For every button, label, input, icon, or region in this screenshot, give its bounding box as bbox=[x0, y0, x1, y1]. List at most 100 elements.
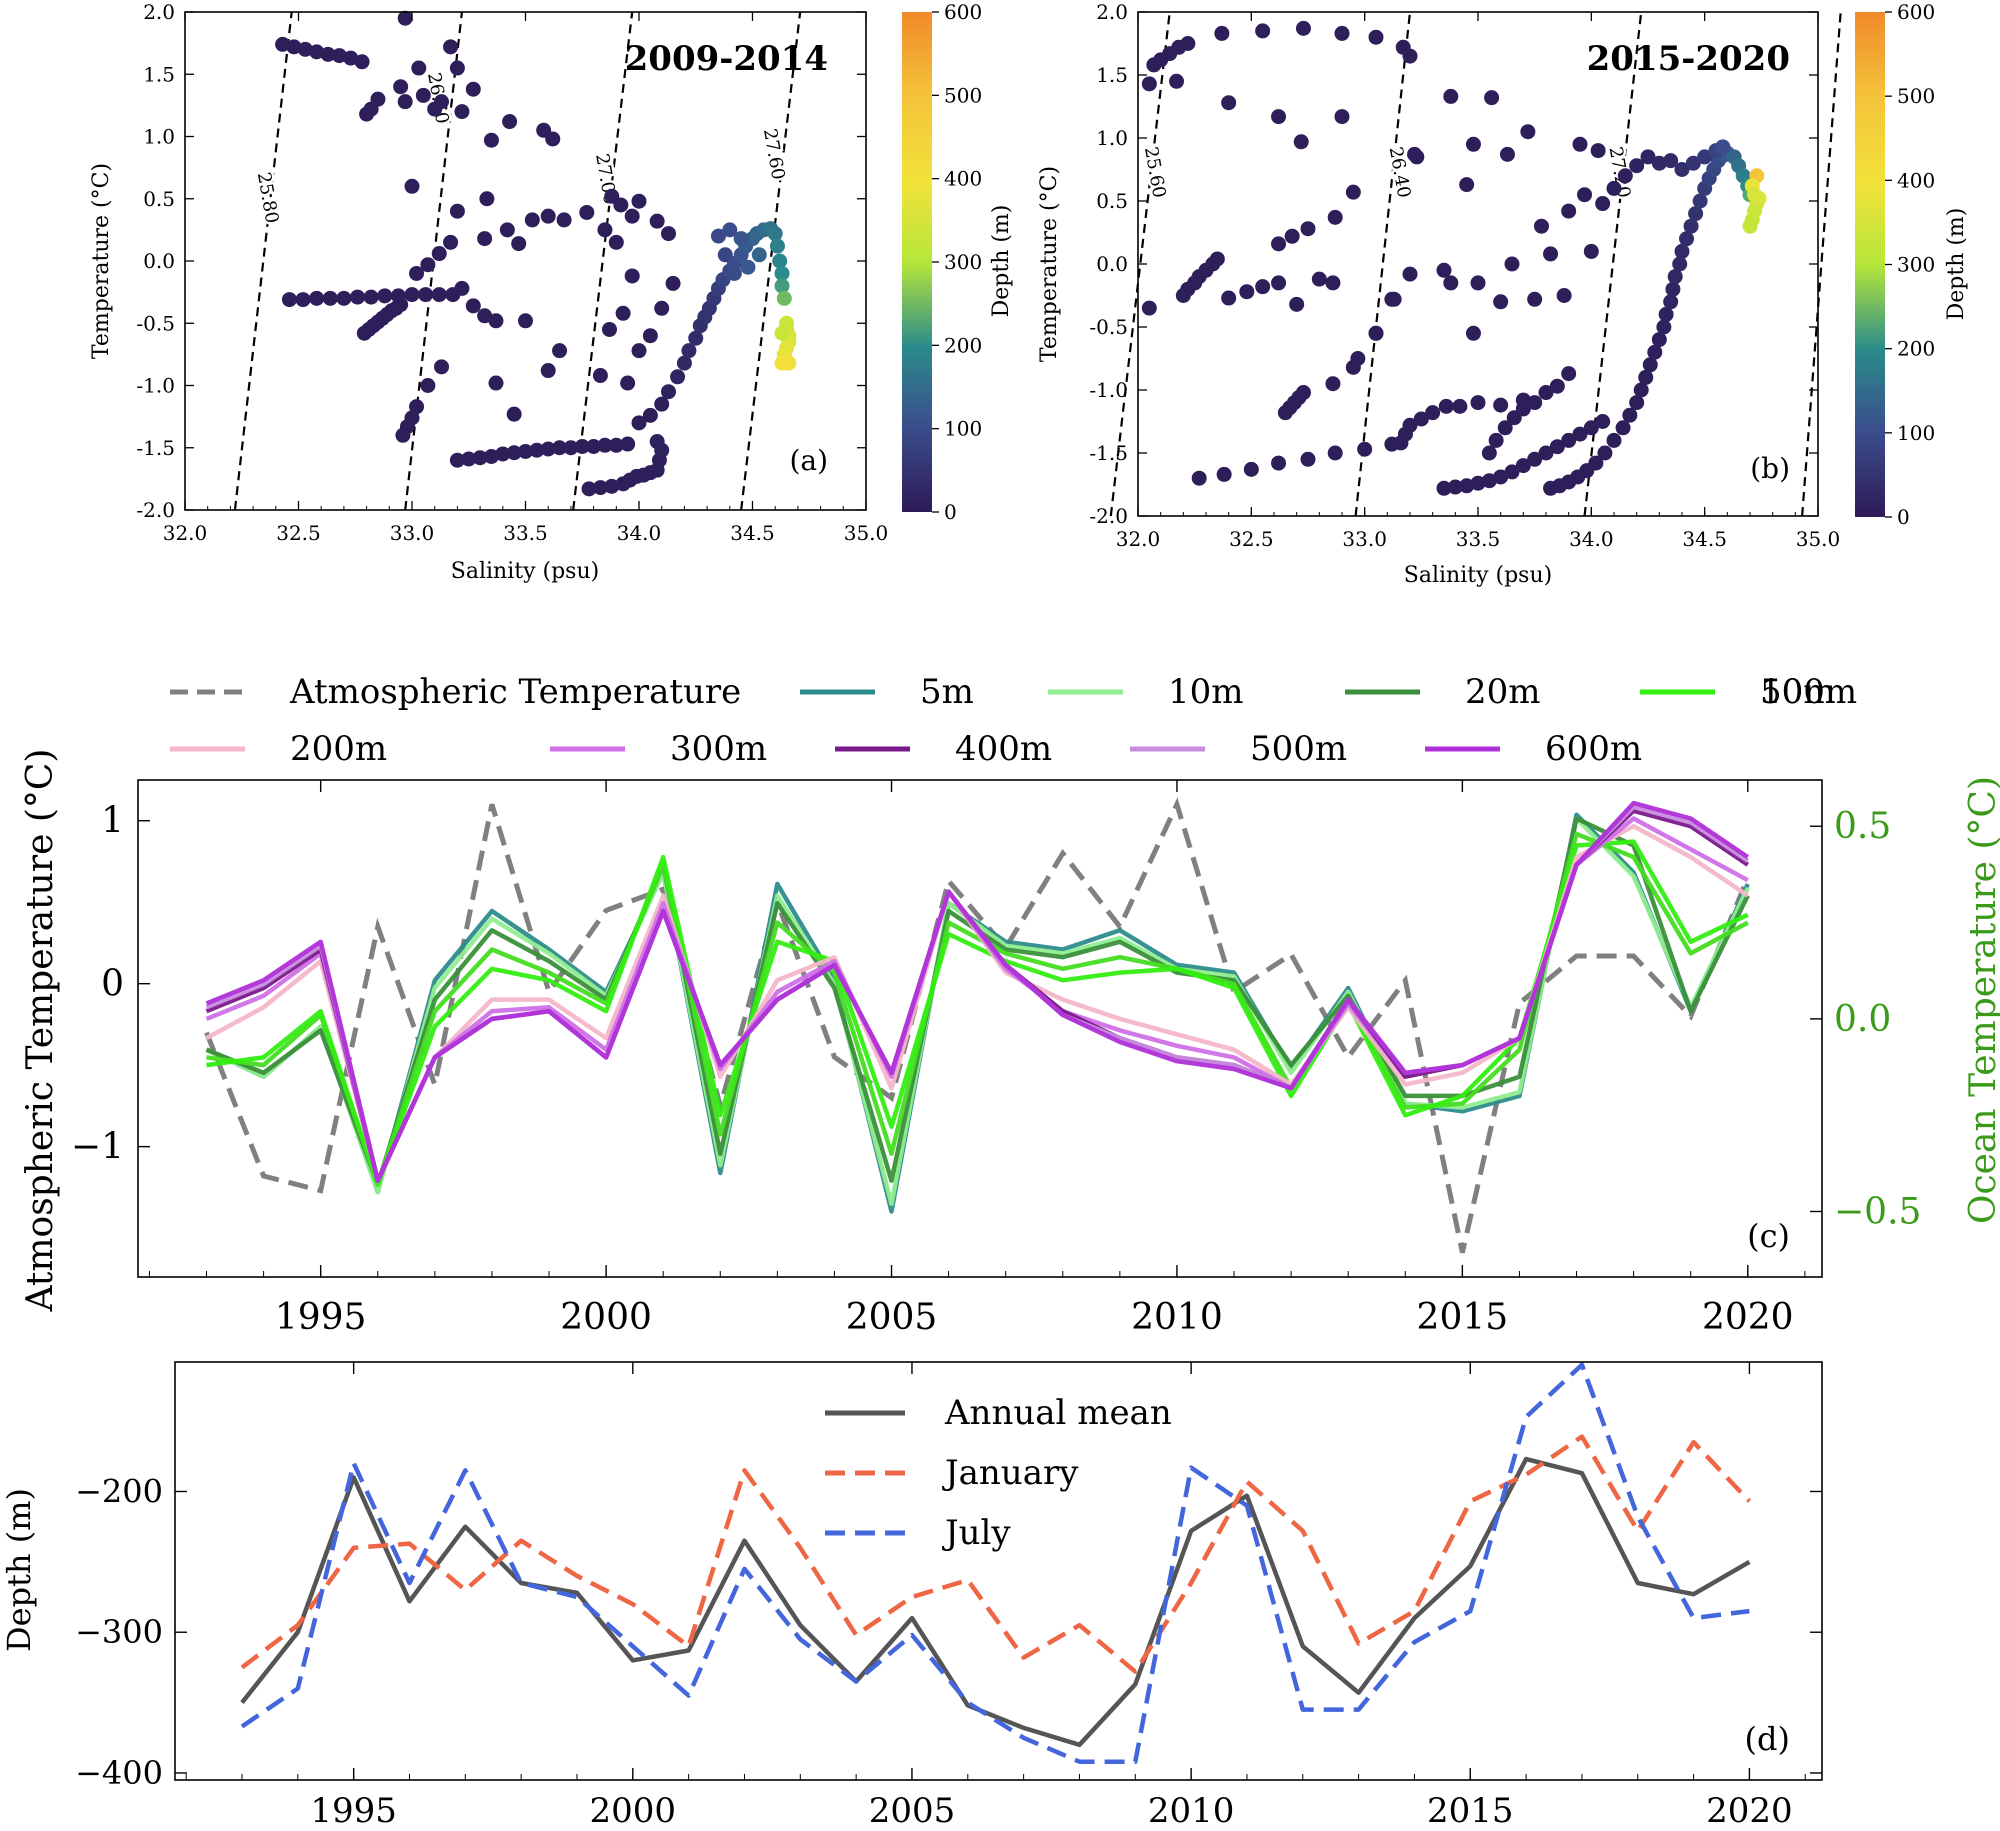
b-scatter-point bbox=[1622, 407, 1638, 423]
b-scatter-point bbox=[1191, 470, 1207, 486]
b-scatter-point bbox=[1180, 36, 1196, 51]
a-scatter-point bbox=[502, 114, 518, 130]
a-scatter-point bbox=[631, 415, 647, 431]
a-scatter-point bbox=[479, 191, 495, 207]
b-scatter-point bbox=[1674, 243, 1690, 259]
a-isopycnal-line bbox=[233, 11, 293, 511]
a-scatter-point bbox=[420, 257, 436, 273]
panel-c-x-tick-label: 2015 bbox=[1417, 1297, 1509, 1338]
b-scatter-point bbox=[1629, 395, 1645, 411]
panel-d-x-tick-label: 1995 bbox=[310, 1791, 397, 1831]
panel-c-ticks: 1995 2000 2005 2010 2015 2020 −1 0 1 −0.5 0.0 0.5 bbox=[71, 780, 1921, 1338]
a-scatter-point bbox=[434, 359, 450, 375]
panel-d-ylabel: Depth (m) bbox=[0, 1488, 38, 1652]
b-scatter-point bbox=[1402, 48, 1418, 64]
b-scatter-point bbox=[1214, 25, 1230, 41]
b-scatter-point bbox=[1515, 401, 1531, 417]
a-scatter-point bbox=[597, 222, 613, 238]
b-scatter-point bbox=[1663, 294, 1679, 310]
panel-d-x-tick-label: 2010 bbox=[1148, 1791, 1235, 1831]
a-scatter-point bbox=[443, 234, 459, 250]
b-scatter-point bbox=[1334, 109, 1350, 125]
b-scatter-point bbox=[1470, 395, 1486, 411]
a-scatter-point bbox=[488, 313, 504, 329]
panel-d-x-tick-label: 2000 bbox=[590, 1791, 677, 1831]
b-scatter-point bbox=[1452, 398, 1468, 414]
panel-d-series-lines bbox=[240, 1362, 1752, 1764]
panel-b-colorbar-label: Depth (m) bbox=[1944, 208, 1969, 321]
panel-c-y2label: Ocean Temperature (°C) bbox=[1963, 776, 2000, 1224]
b-y-tick-label: -1.0 bbox=[1089, 378, 1128, 402]
a-y-tick-label: -2.0 bbox=[136, 498, 175, 522]
a-y-tick-label: -1.5 bbox=[136, 436, 175, 460]
b-scatter-point bbox=[1583, 243, 1599, 259]
b-scatter-point bbox=[1520, 124, 1536, 140]
b-scatter-point bbox=[1368, 29, 1384, 45]
a-scatter-point bbox=[649, 213, 665, 229]
panel-d-y-tick-label: −400 bbox=[75, 1754, 163, 1792]
b-scatter-point bbox=[1221, 95, 1237, 111]
b-scatter-point bbox=[1409, 149, 1425, 165]
a-scatter-point bbox=[642, 328, 658, 344]
b-isopycnal-line bbox=[1109, 11, 1171, 517]
b-scatter-point bbox=[1386, 291, 1402, 307]
b-scatter-point bbox=[1481, 445, 1497, 461]
b-scatter-point bbox=[1615, 420, 1631, 436]
b-scatter-point bbox=[1402, 266, 1418, 282]
a-scatter-point bbox=[545, 131, 561, 147]
a-y-tick-label: 2.0 bbox=[143, 0, 175, 24]
a-scatter-point bbox=[359, 106, 375, 122]
b-scatter-point bbox=[1688, 206, 1704, 222]
a-scatter-point bbox=[654, 396, 670, 412]
panel-d-label: (d) bbox=[1745, 1720, 1790, 1758]
b-scatter-point bbox=[1481, 473, 1497, 489]
panel-c-y-tick-label: −1 bbox=[71, 1127, 124, 1168]
a-x-tick-label: 32.0 bbox=[163, 521, 208, 545]
b-scatter-point bbox=[1527, 395, 1543, 411]
b-y-tick-label: -0.5 bbox=[1089, 315, 1128, 339]
b-scatter-point bbox=[1436, 480, 1452, 496]
a-scatter-point bbox=[769, 238, 785, 254]
panel-b-title: 2015-2020 bbox=[1587, 39, 1790, 79]
a-isopycnal-label: 25.80 bbox=[253, 171, 283, 225]
b-scatter-point bbox=[1470, 475, 1486, 491]
a-y-tick-label: 0.5 bbox=[143, 187, 175, 211]
a-scatter-point bbox=[499, 222, 515, 238]
a-scatter-point bbox=[395, 427, 411, 443]
b-scatter-point bbox=[1617, 168, 1633, 184]
b-scatter-point bbox=[1169, 73, 1185, 89]
b-scatter-point bbox=[1651, 332, 1667, 348]
ocean-temperature-line-50m bbox=[206, 831, 1749, 1187]
depth-line-january bbox=[240, 1434, 1752, 1674]
a-scatter-point bbox=[740, 259, 756, 275]
b-scatter-point bbox=[1271, 455, 1287, 471]
b-scatter-point bbox=[1742, 218, 1758, 234]
panel-a-scatter-points bbox=[275, 10, 797, 497]
b-y-tick-label: 0.0 bbox=[1096, 252, 1128, 276]
panel-c-y-tick-label: 1 bbox=[101, 801, 124, 842]
a-isopycnal-label: 27.60 bbox=[759, 127, 789, 181]
a-x-tick-label: 34.0 bbox=[617, 521, 662, 545]
a-scatter-point bbox=[309, 44, 325, 60]
a-scatter-point bbox=[604, 478, 620, 494]
a-scatter-point bbox=[404, 178, 420, 194]
panel-c-y2-tick-label: 0.5 bbox=[1834, 806, 1891, 847]
a-scatter-point bbox=[654, 300, 670, 316]
b-x-tick-label: 32.0 bbox=[1116, 527, 1161, 551]
a-scatter-point bbox=[411, 60, 427, 76]
a-scatter-point bbox=[529, 442, 545, 458]
a-scatter-point bbox=[776, 290, 792, 306]
panel-c-ylabel: Atmospheric Temperature (°C) bbox=[20, 749, 61, 1313]
b-scatter-point bbox=[1425, 405, 1441, 421]
b-scatter-point bbox=[1638, 369, 1654, 385]
b-colorbar-tick-label: 0 bbox=[1897, 505, 1910, 529]
a-scatter-point bbox=[297, 41, 313, 57]
panel-c-x-tick-label: 2020 bbox=[1702, 1297, 1794, 1338]
a-scatter-point bbox=[676, 355, 692, 371]
a-scatter-point bbox=[350, 289, 366, 305]
panel-d-depth-timeseries: 1995 2000 2005 2010 2015 2020 −400 −300 −200 Ann… bbox=[0, 1361, 1823, 1831]
a-scatter-point bbox=[397, 94, 413, 110]
